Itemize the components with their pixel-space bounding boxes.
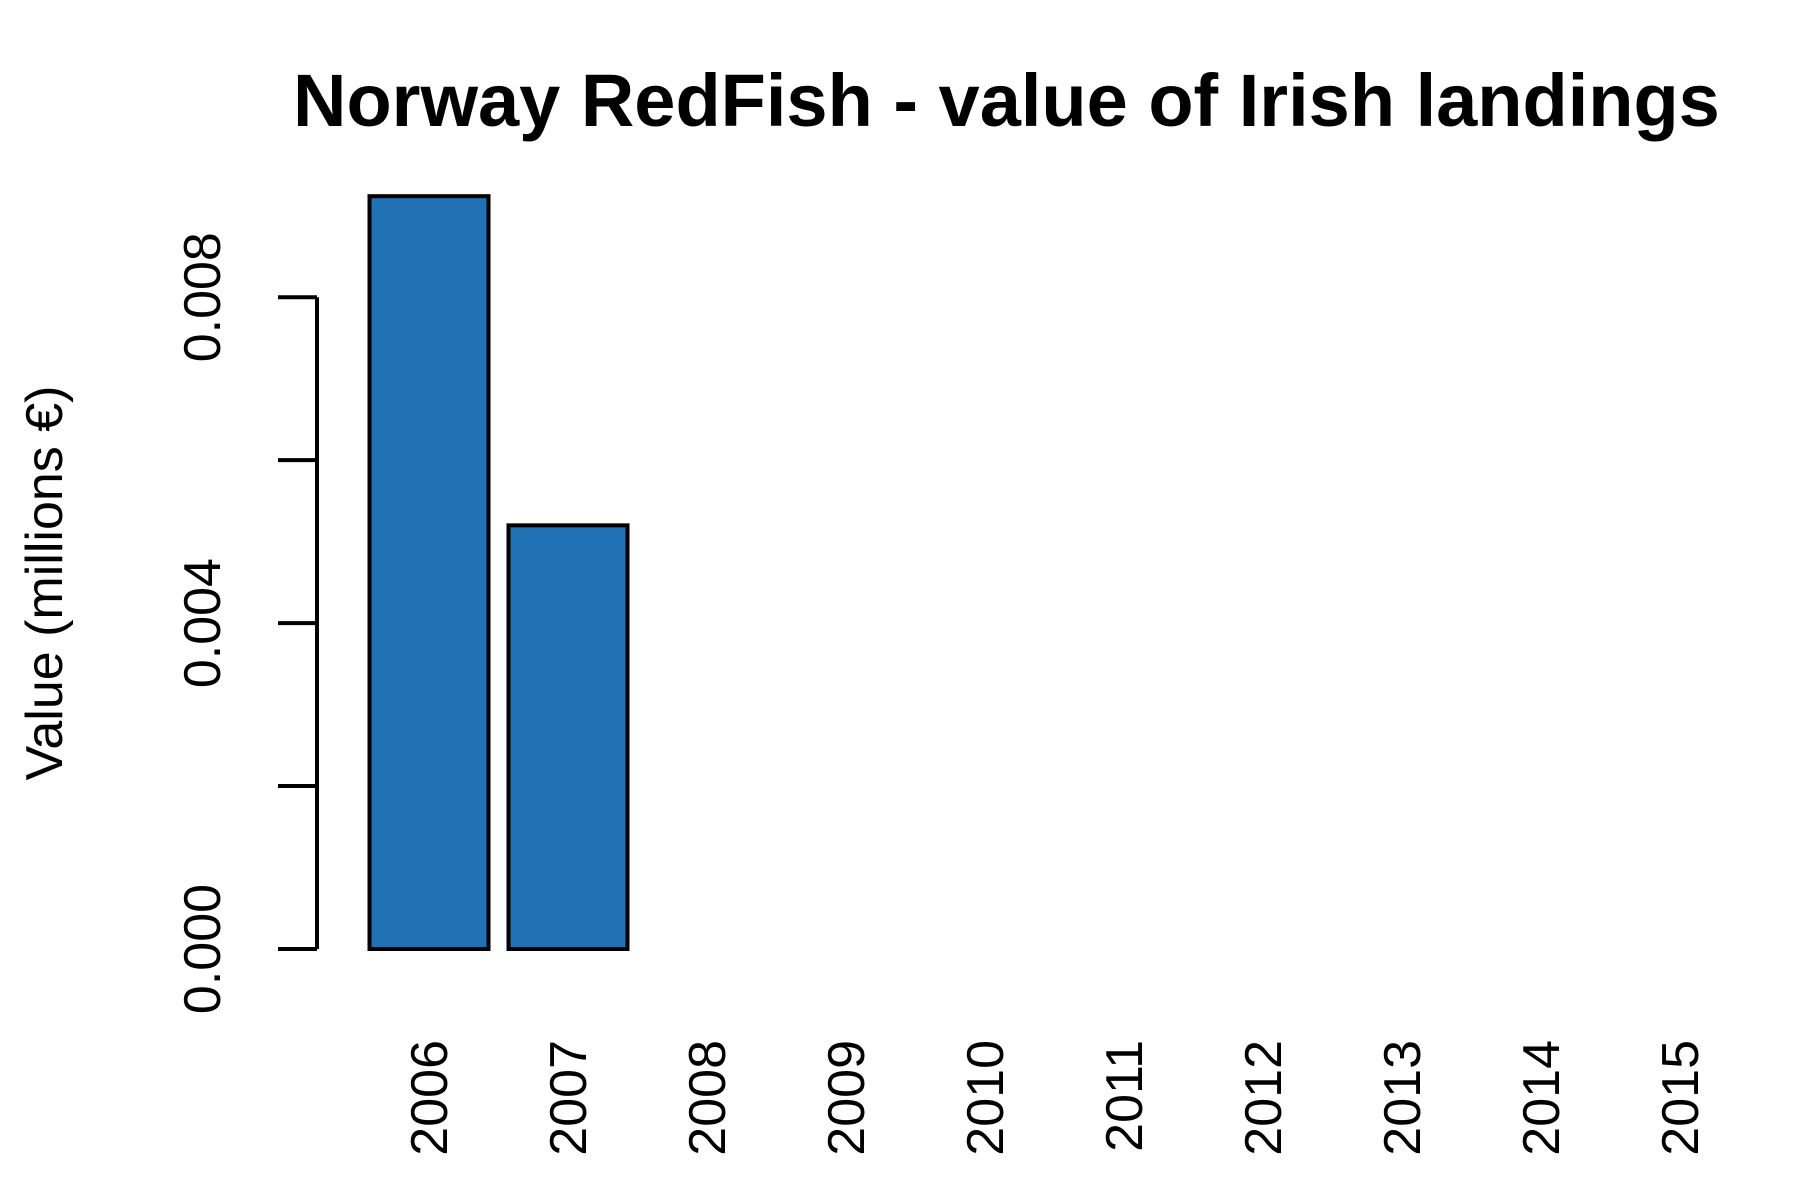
bar xyxy=(506,523,630,951)
x-tick-label: 2012 xyxy=(1235,1040,1293,1156)
y-tick-label: 0.004 xyxy=(174,558,232,688)
x-tick-label: 2009 xyxy=(818,1040,876,1156)
x-tick-label: 2006 xyxy=(401,1040,459,1156)
x-tick-label: 2010 xyxy=(957,1040,1015,1156)
y-tick-label: 0.008 xyxy=(174,232,232,362)
bar xyxy=(367,194,491,951)
x-tick-label: 2015 xyxy=(1652,1040,1710,1156)
y-tick-label: 0.000 xyxy=(174,884,232,1014)
x-tick-label: 2013 xyxy=(1374,1040,1432,1156)
x-tick-label: 2008 xyxy=(679,1040,737,1156)
x-tick-label: 2014 xyxy=(1513,1040,1571,1156)
y-axis-label: Value (millions €) xyxy=(16,386,74,781)
x-tick-label: 2007 xyxy=(540,1040,598,1156)
chart-title: Norway RedFish - value of Irish landings xyxy=(293,59,1720,142)
x-tick-label: 2011 xyxy=(1096,1040,1154,1152)
